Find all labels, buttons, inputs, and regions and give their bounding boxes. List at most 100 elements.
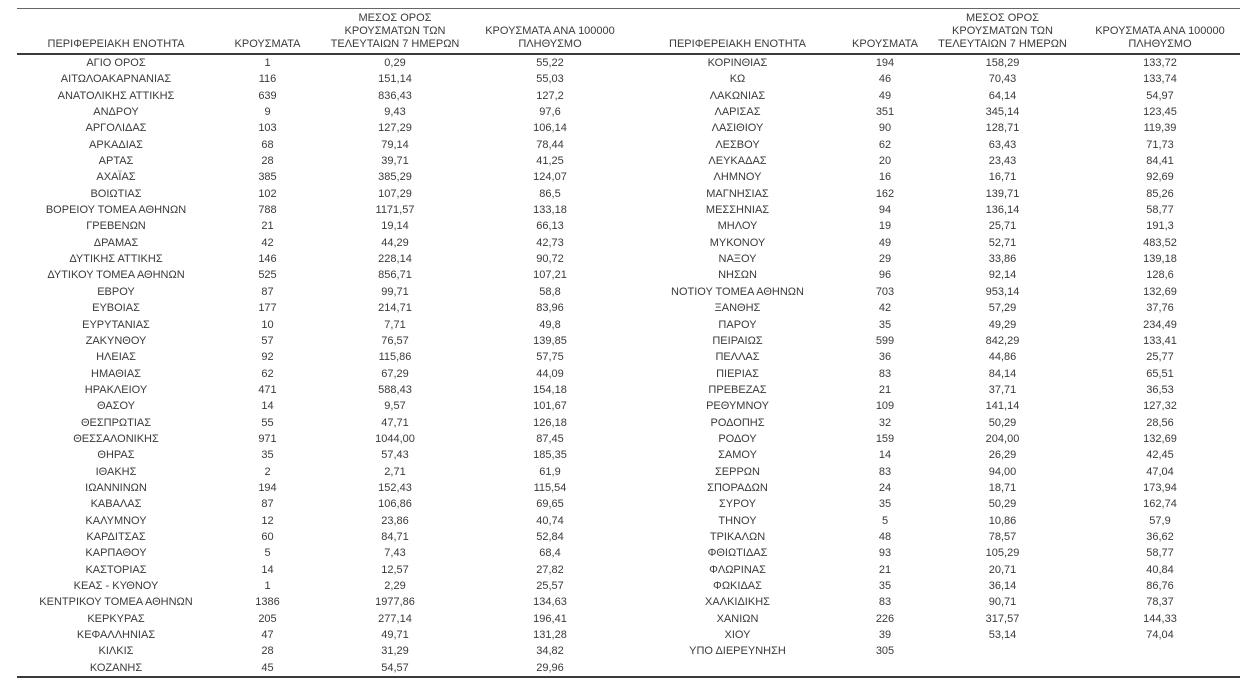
region-cell: ΧΙΟΥ [724,629,751,642]
per100k-cell: 84,41 [1146,155,1174,168]
per100k-cell: 87,45 [536,432,564,445]
cases-cell: 96 [878,269,892,282]
avg7-cell: 94,00 [988,465,1017,478]
per100k-cell: 128,6 [1146,269,1174,282]
avg7-cell: 92,14 [988,269,1017,282]
region-cell: ΣΠΟΡΑΔΩΝ [707,481,768,494]
cases-cell: 109 [875,400,895,413]
cases-cell: 194 [258,481,277,494]
cases-cell: 639 [258,89,277,102]
cases-cell: 146 [258,253,277,266]
region-cell: ΦΘΙΩΤΙΔΑΣ [707,547,768,560]
cases-cell: 10 [261,318,274,331]
cases-cell: 14 [878,449,892,462]
cases-cell: 24 [878,481,892,494]
region-cell [630,660,845,676]
region-cell: ΜΕΣΣΗΝΙΑΣ [705,204,770,217]
header-avg7-line1: ΜΕΣΟΣ ΟΡΟΣ [358,12,432,24]
avg7-cell: 228,14 [378,253,412,266]
header-avg7-line3: ΤΕΛΕΥΤΑΙΩΝ 7 ΗΜΕΡΩΝ [330,38,460,50]
avg7-cell: 128,71 [985,122,1020,135]
per100k-cell: 86,5 [539,187,561,200]
region-cell: ΗΛΕΙΑΣ [96,351,136,364]
cases-cell: 68 [261,138,274,151]
per100k-cell: 69,65 [536,498,564,511]
cases-cell: 16 [878,171,892,184]
per100k-cell: 68,4 [539,547,561,560]
region-cell: ΚΑΡΠΑΘΟΥ [85,547,147,560]
header-avg7-line1: ΜΕΣΟΣ ΟΡΟΣ [966,12,1039,24]
header-avg7-line2: ΚΡΟΥΣΜΑΤΩΝ ΤΩΝ [952,25,1053,37]
per100k-cell: 61,9 [539,465,561,478]
avg7-cell: 9,57 [384,400,406,413]
per100k-cell: 119,39 [1143,122,1177,135]
avg7-cell: 16,71 [988,171,1017,184]
region-cell: ΑΓΙΟ ΟΡΟΣ [86,57,146,69]
region-cell: ΓΡΕΒΕΝΩΝ [86,220,146,233]
avg7-cell: 152,43 [378,481,412,494]
header-per100k-line1: ΚΡΟΥΣΜΑΤΑ ΑΝΑ 100000 [485,25,615,37]
cases-cell: 351 [875,106,895,119]
region-cell: ΣΕΡΡΩΝ [715,465,760,478]
region-cell: ΜΑΓΝΗΣΙΑΣ [706,187,769,200]
cases-cell: 12 [261,514,274,527]
avg7-cell: 7,71 [384,318,406,331]
per100k-cell: 162,74 [1143,498,1177,511]
avg7-cell: 214,71 [378,302,412,315]
avg7-cell: 57,29 [988,302,1017,315]
header-cases-left: ΚΡΟΥΣΜΑΤΑ [215,35,320,53]
avg7-cell: 10,86 [988,514,1017,527]
region-cell: ΠΕΙΡΑΙΩΣ [712,334,763,347]
avg7-cell: 106,86 [378,498,412,511]
per100k-cell: 185,35 [533,449,567,462]
per100k-cell: 57,9 [1149,514,1171,527]
avg7-cell: 44,86 [988,351,1017,364]
region-cell: ΔΡΑΜΑΣ [93,236,139,249]
per100k-cell: 55,22 [536,57,564,69]
table-header-row: ΠΕΡΙΦΕΡΕΙΑΚΗ ΕΝΟΤΗΤΑ ΚΡΟΥΣΜΑΤΑ ΜΕΣΟΣ ΟΡΟ… [17,8,1240,55]
per100k-cell: 191,3 [1146,220,1174,233]
cases-cell: 62 [878,138,892,151]
avg7-cell: 9,43 [384,106,406,119]
avg7-cell: 64,14 [988,89,1017,102]
region-cell: ΑΙΤΩΛΟΑΚΑΡΝΑΝΙΑΣ [60,73,172,86]
per100k-cell: 83,96 [536,302,564,315]
region-cell: ΠΕΛΛΑΣ [715,351,760,364]
avg7-cell: 39,71 [381,155,409,168]
region-cell: ΧΑΛΚΙΔΙΚΗΣ [705,596,770,609]
region-cell: ΝΗΣΩΝ [718,269,757,282]
avg7-cell: 1977,86 [375,596,415,609]
per100k-cell: 92,69 [1146,171,1174,184]
avg7-cell: 2,29 [384,580,406,592]
per100k-cell: 134,63 [533,596,567,609]
cases-cell: 35 [261,449,274,462]
cases-cell: 87 [261,498,274,511]
avg7-cell: 1044,00 [375,432,415,445]
avg7-cell: 36,14 [988,580,1017,592]
per100k-cell: 57,75 [536,351,564,364]
header-avg7-left: ΜΕΣΟΣ ΟΡΟΣ ΚΡΟΥΣΜΑΤΩΝ ΤΩΝ ΤΕΛΕΥΤΑΙΩΝ 7 Η… [320,9,470,53]
avg7-cell: 50,29 [988,498,1017,511]
region-cell: ΛΕΣΒΟΥ [715,138,760,151]
cases-cell: 226 [875,612,895,625]
per100k-cell: 58,77 [1146,547,1174,560]
cases-cell: 62 [261,367,274,380]
cases-cell: 194 [875,57,895,69]
per100k-cell: 133,72 [1143,57,1177,69]
per100k-cell: 127,2 [536,89,564,102]
region-cell: ΘΕΣΠΡΩΤΙΑΣ [80,416,152,429]
cases-cell: 28 [261,645,274,658]
region-cell: ΠΡΕΒΕΖΑΣ [708,383,767,396]
per100k-cell: 27,82 [536,563,564,576]
cases-cell: 21 [878,383,892,396]
per100k-cell: 52,84 [536,530,564,543]
per100k-cell: 47,04 [1146,465,1174,478]
cases-cell: 94 [878,204,892,217]
region-cell: ΗΡΑΚΛΕΙΟΥ [84,383,148,396]
per100k-cell: 85,26 [1146,187,1174,200]
per100k-cell: 25,77 [1146,351,1174,364]
avg7-cell: 33,86 [988,253,1017,266]
cases-cell: 205 [258,612,277,625]
avg7-cell: 31,29 [381,645,409,658]
avg7-cell: 385,29 [378,171,412,184]
